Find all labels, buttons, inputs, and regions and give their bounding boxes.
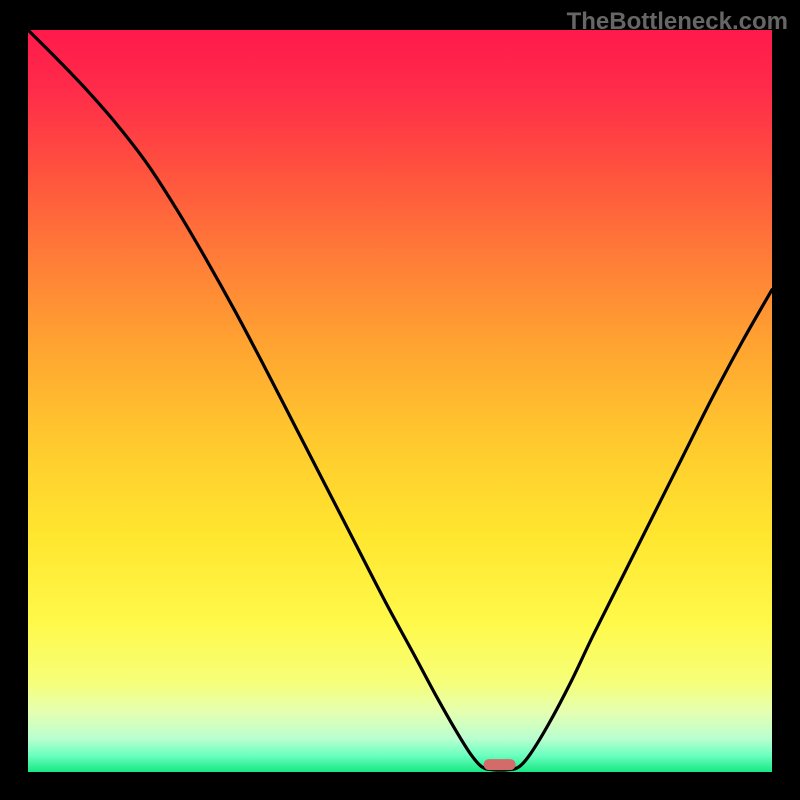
bottleneck-marker [483, 759, 516, 771]
chart-svg [28, 30, 772, 772]
source-watermark: TheBottleneck.com [567, 8, 788, 36]
plot-area [28, 30, 772, 772]
bottleneck-curve [28, 30, 772, 770]
chart-frame: TheBottleneck.com [0, 0, 800, 800]
